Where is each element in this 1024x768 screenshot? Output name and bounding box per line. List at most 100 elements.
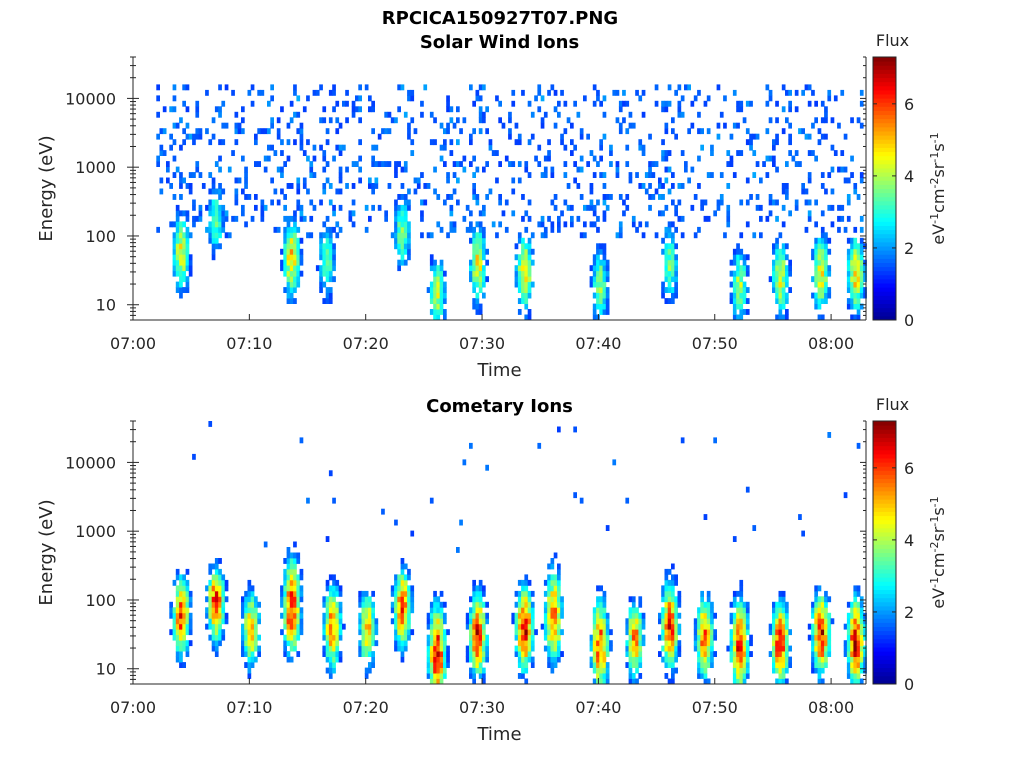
spectrogram-cell [472,667,476,674]
spectrogram-cell [745,199,750,206]
spectrogram-cell [521,215,525,222]
spectrogram-cell [599,596,603,603]
spectrogram-cell [475,623,480,630]
spectrogram-cell [517,623,522,630]
colorbar-step [873,490,896,496]
spectrogram-cell [244,662,248,668]
spectrogram-cell [775,139,779,146]
spectrogram-cell [856,601,861,608]
spectrogram-cell [244,634,248,641]
spectrogram-cell [671,232,675,239]
spectrogram-cell [807,623,812,630]
spectrogram-cell [433,292,437,299]
spectrogram-cell [488,188,493,195]
spectrogram-cell [856,292,861,299]
spectrogram-cell [185,612,190,619]
spectrogram-cell [817,254,822,261]
spectrogram-cell [325,243,330,250]
y-tick-label: 1000 [75,522,116,541]
spectrogram-cell [456,199,460,206]
spectrogram-cell [801,188,805,195]
spectrogram-cell [263,166,268,173]
spectrogram-cell [517,254,522,261]
spectrogram-cell [775,601,779,608]
spectrogram-cell [397,259,401,266]
spectrogram-cell [811,629,815,636]
spectrogram-cell [524,298,529,304]
spectrogram-cell [332,590,336,597]
spectrogram-cell [827,95,832,102]
spectrogram-cell [814,656,818,663]
spectrogram-cell [299,574,304,581]
spectrogram-cell [289,226,294,233]
spectrogram-cell [286,221,291,228]
spectrogram-cell [514,122,519,129]
spectrogram-cell [407,612,411,619]
spectrogram-cell [817,596,822,603]
spectrogram-cell [335,144,340,151]
spectrogram-cell [185,579,190,586]
spectrogram-cell [817,281,822,288]
spectrogram-cell [521,194,525,200]
spectrogram-cell [661,656,665,663]
spectrogram-cell [472,254,476,261]
spectrogram-cell [374,618,379,625]
spectrogram-cell [205,128,209,135]
spectrogram-cell [550,667,555,674]
spectrogram-cell [358,640,362,647]
spectrogram-cell [850,623,854,630]
spectrogram-cell [618,122,623,129]
spectrogram-cell [599,265,603,272]
spectrogram-cell [364,673,369,679]
spectrogram-cell [859,645,864,652]
spectrogram-cell [407,618,411,625]
spectrogram-cell [517,629,522,636]
spectrogram-cell [241,634,245,641]
spectrogram-cell [550,596,555,603]
spectrogram-cell [322,155,327,162]
spectrogram-cell [482,673,486,679]
spectrogram-cell [775,259,779,266]
spectrogram-cell [478,601,483,608]
spectrogram-cell [517,596,522,603]
spectrogram-cell [739,254,744,261]
spectrogram-cell [280,248,284,255]
spectrogram-cell [247,601,252,608]
spectrogram-cell [325,287,330,293]
spectrogram-cell [775,640,779,647]
spectrogram-cell [605,276,610,283]
spectrogram-cell [214,618,219,625]
spectrogram-cell [667,623,672,630]
spectrogram-cell [547,150,551,156]
spectrogram-cell [446,629,450,636]
spectrogram-cell [332,254,336,261]
spectrogram-cell [775,314,779,321]
spectrogram-cell [211,612,216,619]
spectrogram-cell [644,221,649,228]
spectrogram-cell [732,618,737,625]
spectrogram-cell [433,634,437,641]
spectrogram-cell [846,194,851,200]
spectrogram-cell [820,314,825,321]
spectrogram-cell [517,177,522,184]
spectrogram-cell [527,248,532,255]
spectrogram-cell [775,133,779,140]
spectrogram-cell [185,618,190,625]
spectrogram-cell [817,640,822,647]
spectrogram-cell [560,596,564,603]
spectrogram-cell [482,117,486,124]
spectrogram-cell [856,634,861,641]
spectrogram-cell [592,309,597,315]
spectrogram-cell [185,254,190,261]
spectrogram-cell [667,645,672,652]
spectrogram-cell [856,618,861,625]
spectrogram-cell [345,100,349,107]
spectrogram-cell [524,678,529,685]
spectrogram-cell [182,612,186,619]
spectrogram-cell [488,144,493,151]
spectrogram-cell [557,601,561,608]
spectrogram-cell [286,237,291,244]
spectrogram-cell [605,612,610,619]
spectrogram-cell [856,590,861,597]
spectrogram-cell [664,155,669,162]
